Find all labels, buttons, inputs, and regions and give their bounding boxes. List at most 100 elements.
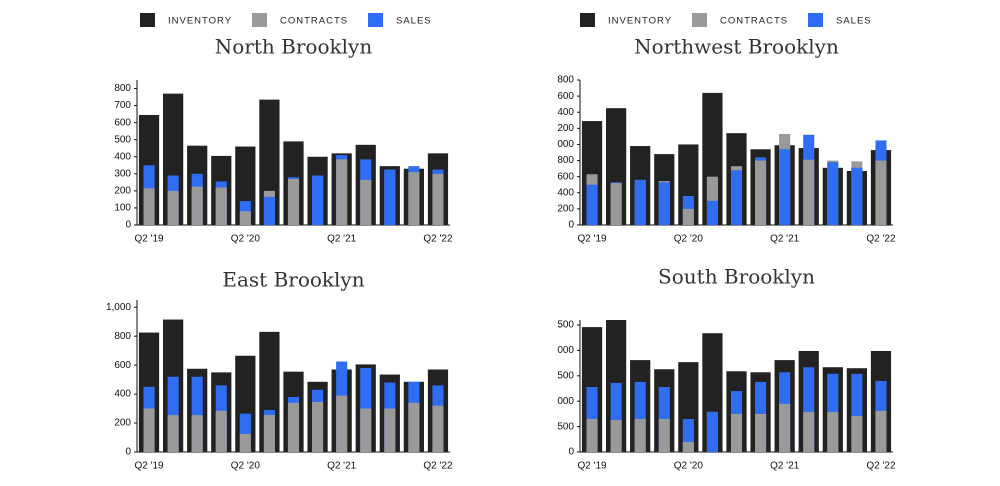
contracts-bar [730,413,743,452]
contracts-bar [215,410,227,452]
sales-bar [167,376,179,452]
legend-swatch [368,13,383,27]
sales-bar [312,175,324,225]
y-tick-label: 1,000 [106,302,131,313]
contracts-bar [336,159,348,225]
x-tick-label: Q2 '21 [327,461,357,472]
sales-bar [706,200,718,225]
contracts-bar [779,403,791,452]
legend-label: INVENTORY [168,16,232,27]
legend-swatch [580,13,595,27]
sales-bar [586,184,598,225]
contracts-bar [803,411,815,452]
sales-bar [634,179,646,225]
contracts-bar [682,441,694,452]
contracts-bar [239,211,251,225]
legend-label: SALES [396,16,432,27]
legend-swatch [808,13,823,27]
sales-bar [239,413,251,452]
y-tick-label: 500 [557,421,574,432]
contracts-bar [263,415,275,452]
legend-label: SALES [836,16,872,27]
x-tick-label: Q2 '19 [134,234,164,245]
contracts-bar [803,159,815,225]
y-tick-label: 000 [557,396,574,407]
y-tick-label: 600 [557,91,574,102]
y-tick-label: 300 [114,168,131,179]
legend-swatch [140,13,155,27]
x-tick-label: Q2 '21 [770,461,800,472]
y-tick-label: 0 [125,220,131,231]
x-tick-label: Q2 '22 [423,461,453,472]
sales-bar [706,411,718,452]
y-tick-label: 200 [114,186,131,197]
contracts-bar [408,172,420,225]
contracts-bar [312,402,324,452]
x-tick-label: Q2 '22 [866,461,896,472]
contracts-bar [215,187,227,225]
sales-bar [851,373,863,452]
legend-label: CONTRACTS [280,16,348,27]
contracts-bar [432,405,444,452]
contracts-bar [336,395,348,452]
contracts-bar [432,173,444,225]
y-tick-label: 400 [114,151,131,162]
y-tick-label: 200 [114,418,131,429]
contracts-bar [360,179,372,225]
contracts-bar [634,419,646,452]
y-tick-label: 600 [557,171,574,182]
x-tick-label: Q2 '19 [577,234,607,245]
x-tick-label: Q2 '20 [231,461,261,472]
contracts-bar [827,411,839,452]
sales-bar [263,196,275,225]
y-tick-label: 600 [114,360,131,371]
chart-title: North Brooklyn [215,35,373,59]
contracts-bar [167,415,179,452]
y-tick-label: 800 [114,331,131,342]
sales-bar [634,381,646,452]
contracts-bar [851,415,863,452]
legend-swatch [252,13,267,27]
sales-bar [384,169,396,225]
sales-bar [191,376,203,452]
y-tick-label: 800 [114,83,131,94]
chart-title: East Brooklyn [222,268,364,292]
contracts-bar [875,160,887,225]
y-tick-label: 100 [114,203,131,214]
contracts-bar [384,408,396,452]
sales-bar [610,382,622,452]
sales-bar [779,149,791,225]
contracts-bar [682,208,694,225]
y-tick-label: 0 [568,220,574,231]
y-tick-label: 800 [557,75,574,86]
sales-bar [851,167,863,225]
x-tick-label: Q2 '19 [577,461,607,472]
x-tick-label: Q2 '21 [327,234,357,245]
y-tick-label: 000 [557,139,574,150]
contracts-bar [360,408,372,452]
y-tick-label: 400 [557,107,574,118]
x-tick-label: Q2 '20 [231,234,261,245]
sales-bar [827,162,839,225]
contracts-bar [191,415,203,452]
chart-title: Northwest Brooklyn [634,35,839,59]
y-tick-label: 600 [114,117,131,128]
y-tick-label: 200 [557,123,574,134]
legend-label: INVENTORY [608,16,672,27]
contracts-bar [755,160,767,225]
y-tick-label: 800 [557,155,574,166]
y-tick-label: 500 [557,320,574,331]
x-tick-label: Q2 '20 [674,461,704,472]
legend-label: CONTRACTS [720,16,788,27]
sales-bar [658,182,670,225]
sales-bar [803,367,815,452]
y-tick-label: 500 [557,370,574,381]
contracts-bar [191,186,203,225]
sales-bar [682,419,694,452]
contracts-bar [143,188,155,225]
contracts-bar [586,419,598,452]
contracts-bar [287,178,300,225]
sales-bar [730,170,743,225]
contracts-bar [143,408,155,452]
x-tick-label: Q2 '21 [770,234,800,245]
